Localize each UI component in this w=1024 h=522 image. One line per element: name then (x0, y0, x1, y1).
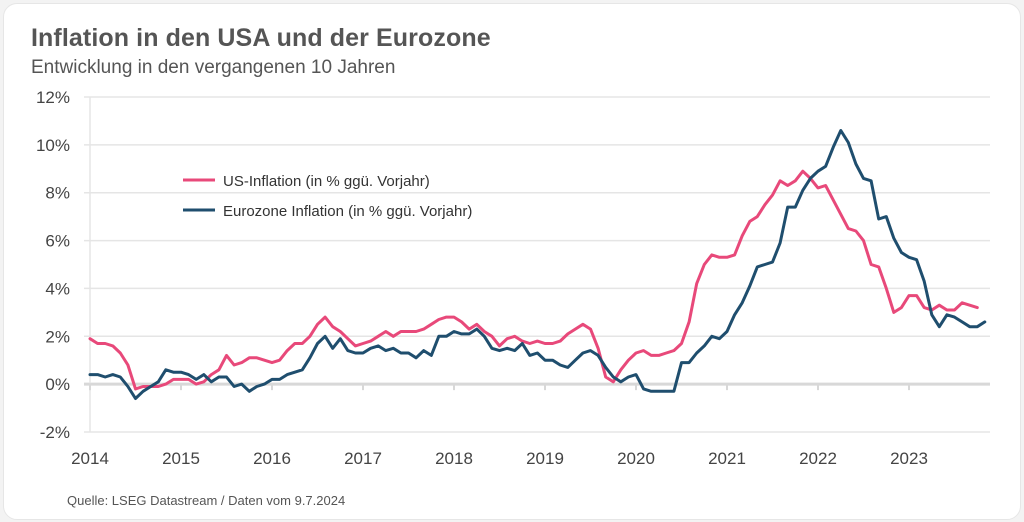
x-tick-label: 2021 (708, 449, 746, 468)
series-line-us (88, 169, 979, 391)
chart-subtitle: Entwicklung in den vergangenen 10 Jahren (31, 57, 396, 78)
x-tick-label: 2016 (253, 449, 291, 468)
series-lines (88, 129, 987, 400)
y-tick-label: 0% (45, 375, 70, 394)
y-tick-label: 6% (45, 232, 70, 251)
y-tick-label: 10% (36, 136, 70, 155)
x-tick-label: 2020 (617, 449, 655, 468)
y-tick-label: 12% (36, 88, 70, 107)
legend-label-us: US-Inflation (in % ggü. Vorjahr) (223, 173, 430, 190)
x-tick-label: 2018 (435, 449, 473, 468)
x-tick-label: 2023 (890, 449, 928, 468)
series-line-ez (88, 129, 987, 400)
y-tick-label: 2% (45, 327, 70, 346)
y-tick-label: -2% (40, 423, 70, 442)
y-tick-label: 4% (45, 279, 70, 298)
legend: US-Inflation (in % ggü. Vorjahr) Eurozon… (183, 173, 472, 220)
chart-title: Inflation in den USA und der Eurozone (31, 24, 491, 52)
source-note: Quelle: LSEG Datastream / Daten vom 9.7.… (67, 493, 346, 508)
y-tick-label: 8% (45, 184, 70, 203)
y-axis-ticks: -2% 0% 2% 4% 6% 8% 10% 12% (36, 88, 70, 442)
grid (84, 96, 990, 433)
x-axis-ticks: 2014 2015 2016 2017 2018 2019 2020 2021 2022 2023 (71, 383, 928, 468)
legend-label-ez: Eurozone Inflation (in % ggü. Vorjahr) (223, 203, 472, 220)
x-tick-label: 2022 (799, 449, 837, 468)
x-tick-label: 2014 (71, 449, 109, 468)
x-tick-label: 2015 (162, 449, 200, 468)
x-tick-label: 2019 (526, 449, 564, 468)
x-tick-label: 2017 (344, 449, 382, 468)
chart-card: Inflation in den USA und der Eurozone En… (3, 3, 1021, 520)
